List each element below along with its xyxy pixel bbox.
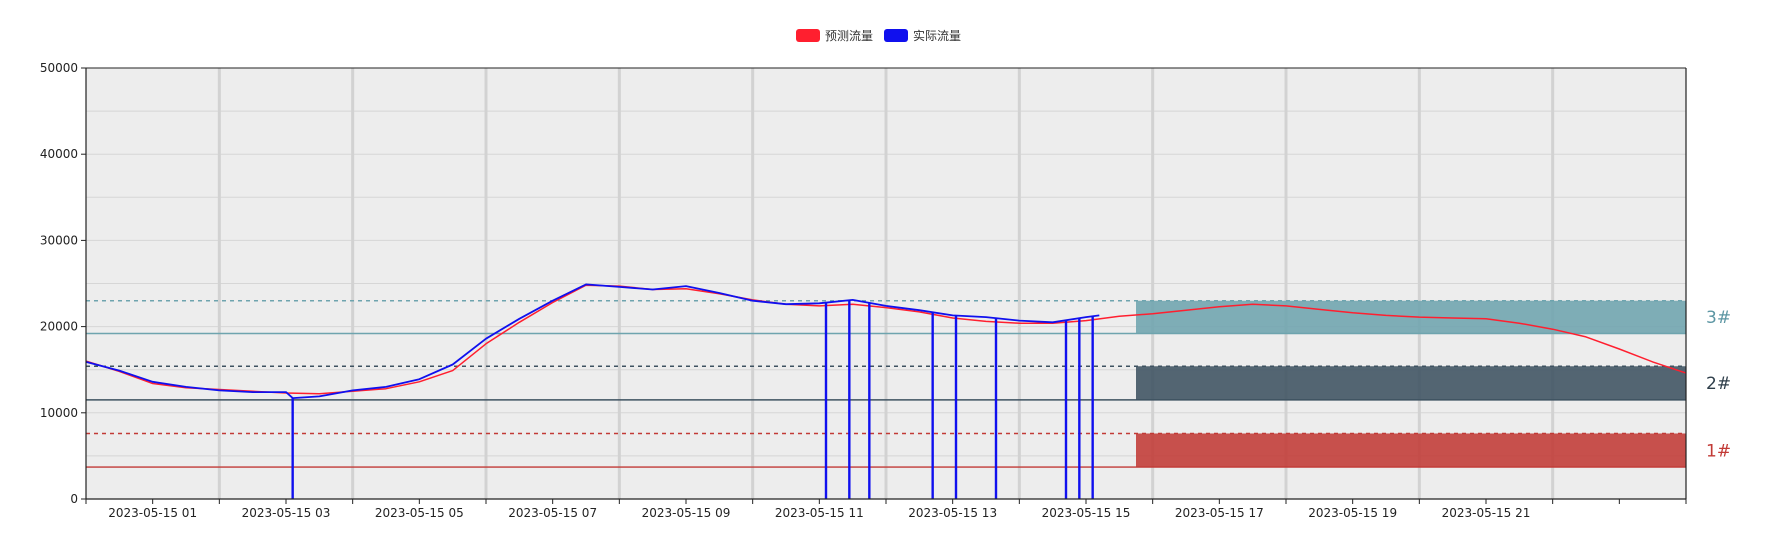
y-tick-label: 10000	[40, 406, 78, 420]
x-tick-label: 2023-05-15 11	[775, 506, 864, 520]
y-tick-label: 20000	[40, 320, 78, 334]
x-tick-label: 2023-05-15 19	[1308, 506, 1397, 520]
x-tick-label: 2023-05-15 15	[1042, 506, 1131, 520]
legend: 预测流量 实际流量	[796, 28, 961, 43]
legend-label: 预测流量	[825, 29, 873, 43]
x-tick-label: 2023-05-15 03	[242, 506, 331, 520]
band-layer: 3# 2# 1#	[86, 299, 1731, 468]
x-tick-label: 2023-05-15 01	[108, 506, 197, 520]
x-tick-label: 2023-05-15 09	[642, 506, 731, 520]
series-layer	[85, 283, 1687, 499]
legend-label: 实际流量	[913, 28, 961, 43]
axis-layer: 0 10000 20000 30000 40000 50000 2023-05-15 01 2…	[40, 61, 1687, 520]
series-line-2	[85, 283, 1100, 399]
y-tick-label: 30000	[40, 233, 78, 247]
threshold-band-2	[1136, 366, 1686, 400]
legend-swatch	[796, 29, 820, 42]
x-tick-label: 2023-05-15 17	[1175, 506, 1264, 520]
band-label: 1#	[1706, 441, 1731, 461]
legend-swatch	[884, 29, 908, 42]
x-tick-label: 2023-05-15 07	[508, 506, 597, 520]
x-tick-label: 2023-05-15 05	[375, 506, 464, 520]
x-tick-label: 2023-05-15 13	[908, 506, 997, 520]
y-tick-label: 0	[70, 492, 78, 506]
y-tick-label: 40000	[40, 147, 78, 161]
threshold-band-3	[1136, 433, 1686, 468]
x-tick-label: 2023-05-15 21	[1442, 506, 1531, 520]
band-label: 3#	[1706, 308, 1731, 328]
y-tick-label: 50000	[40, 61, 78, 75]
band-label: 2#	[1706, 374, 1731, 394]
